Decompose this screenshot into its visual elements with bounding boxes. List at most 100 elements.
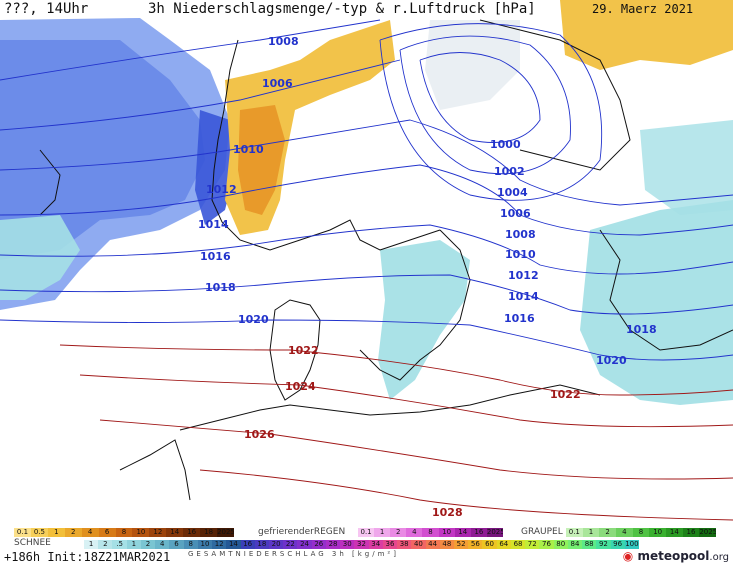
pressure-label: 1000 <box>490 138 521 151</box>
legend-swatch: 1 <box>84 540 99 549</box>
snow-area-east <box>640 120 733 215</box>
legend-swatch: 44 <box>425 540 440 549</box>
legend-swatch: 6 <box>169 540 184 549</box>
legend-swatch: 36 <box>382 540 398 549</box>
legend-schnee-label: SCHNEE <box>14 538 51 548</box>
pressure-labels: 1008 1010 1012 1014 1016 1018 1020 1000 … <box>198 35 657 519</box>
pressure-label: 1012 <box>508 269 539 282</box>
pressure-label: 1016 <box>504 312 535 325</box>
legend-swatch: 14 <box>666 528 683 537</box>
legend-swatch: 4 <box>616 528 633 537</box>
snow-area-baltics <box>580 200 733 405</box>
isobar-low-1000 <box>419 52 541 143</box>
rain-area-northeast <box>560 0 733 70</box>
snow-area-finland <box>425 20 520 110</box>
legend-swatch: 12 <box>149 528 167 537</box>
coast-germany <box>179 384 601 431</box>
precip-layer <box>0 0 733 405</box>
legend-swatch: .5 <box>112 540 127 549</box>
legend-swatch: 32 <box>354 540 369 549</box>
isobars <box>0 19 733 521</box>
isobar-1018 <box>0 274 733 315</box>
legend-swatch: 1 <box>374 528 391 537</box>
snow-area-sweden <box>378 240 470 400</box>
legend-swatch: 30 <box>340 540 355 549</box>
legend-swatch: 92 <box>596 540 611 549</box>
pressure-label: 1008 <box>268 35 299 48</box>
legend-swatch: 10 <box>438 528 455 537</box>
legend-swatch: 1 <box>126 540 141 549</box>
legend-swatch: 76 <box>539 540 554 549</box>
legend-swatch: 4 <box>81 528 99 537</box>
pressure-label: 1028 <box>432 506 463 519</box>
legend-swatch: 0.1 <box>358 528 375 537</box>
pressure-label: 1002 <box>494 165 525 178</box>
legend-swatch: 8 <box>422 528 439 537</box>
logo-icon: ◉ <box>622 549 634 563</box>
isobar-1020 <box>0 319 733 361</box>
legend-swatch: 14 <box>166 528 184 537</box>
pressure-label: 1010 <box>505 248 536 261</box>
legend-swatch: 2 <box>390 528 407 537</box>
legend-sum-label: GESAMTNIEDERSCHLAG 3h [kg/m²] <box>188 550 399 558</box>
legend-total-scale: 1 2.5 1 2 4 6 8 10 12 14 16 18 20 22 24 26 28 30 32 34 36 38 4… <box>84 540 639 549</box>
isobar-low-1004 <box>379 23 603 201</box>
legend-graupel-label: GRAUPEL <box>521 527 563 537</box>
pressure-label: 1020 <box>238 313 269 326</box>
legend-swatch: 60 <box>482 540 497 549</box>
legend-freezing-label: gefrierenderREGEN <box>258 527 346 537</box>
logo-suffix: .org <box>709 552 729 563</box>
isobar-1010 <box>0 59 401 131</box>
coast-baltics <box>599 229 733 351</box>
isobar-1008 <box>0 19 381 81</box>
legend-swatch: 2025+ <box>699 528 716 537</box>
legend-swatch: 2 <box>64 528 82 537</box>
legend-swatch: 16 <box>470 528 487 537</box>
legend-swatch: 52 <box>454 540 469 549</box>
legend-swatch: 0.1 <box>14 528 31 537</box>
legend-swatch: 96 <box>610 540 625 549</box>
legend-swatch: 100 <box>624 540 639 549</box>
pressure-label: 1026 <box>244 428 275 441</box>
legend-swatch: 2025+ <box>486 528 503 537</box>
legend-swatch: 22 <box>283 540 298 549</box>
legend-swatch: 56 <box>468 540 483 549</box>
legend-swatch: 48 <box>439 540 454 549</box>
pressure-label: 1020 <box>596 354 627 367</box>
header-left-label: ???, 14Uhr <box>4 1 89 17</box>
legend-swatch: 20 <box>269 540 284 549</box>
legend-swatch: 72 <box>525 540 540 549</box>
rain-area-northwest-inner <box>0 40 205 260</box>
isobar-1026 <box>99 419 733 480</box>
pressure-label: 1016 <box>200 250 231 263</box>
init-text: +186h Init:18Z21MAR2021 <box>4 550 171 564</box>
legend-swatch: 10 <box>649 528 666 537</box>
legend-swatch: 18 <box>200 528 218 537</box>
isobar-1022 <box>59 344 733 396</box>
legend-swatch: 18 <box>254 540 269 549</box>
pressure-label: 1004 <box>497 186 528 199</box>
legend-swatch: 34 <box>368 540 383 549</box>
legend-swatch: 16 <box>183 528 201 537</box>
legend-swatch: 12 <box>212 540 227 549</box>
coast-uk-north <box>39 149 61 216</box>
legend-swatch: 14 <box>226 540 241 549</box>
legend-swatch: 40 <box>411 540 426 549</box>
legend-swatch: 28 <box>325 540 341 549</box>
coastlines <box>39 19 733 501</box>
legend-swatch: 38 <box>397 540 412 549</box>
pressure-label: 1014 <box>508 290 539 303</box>
legend-swatch: 4 <box>406 528 423 537</box>
coast-sweden-east <box>359 229 471 381</box>
pressure-label: 1014 <box>198 218 229 231</box>
legend-swatch: 8 <box>183 540 198 549</box>
coast-netherlands <box>119 439 191 501</box>
isobar-1014 <box>0 164 733 236</box>
pressure-label: 1018 <box>205 281 236 294</box>
logo-text: meteopool <box>637 549 710 563</box>
legend-swatch: 80 <box>553 540 568 549</box>
